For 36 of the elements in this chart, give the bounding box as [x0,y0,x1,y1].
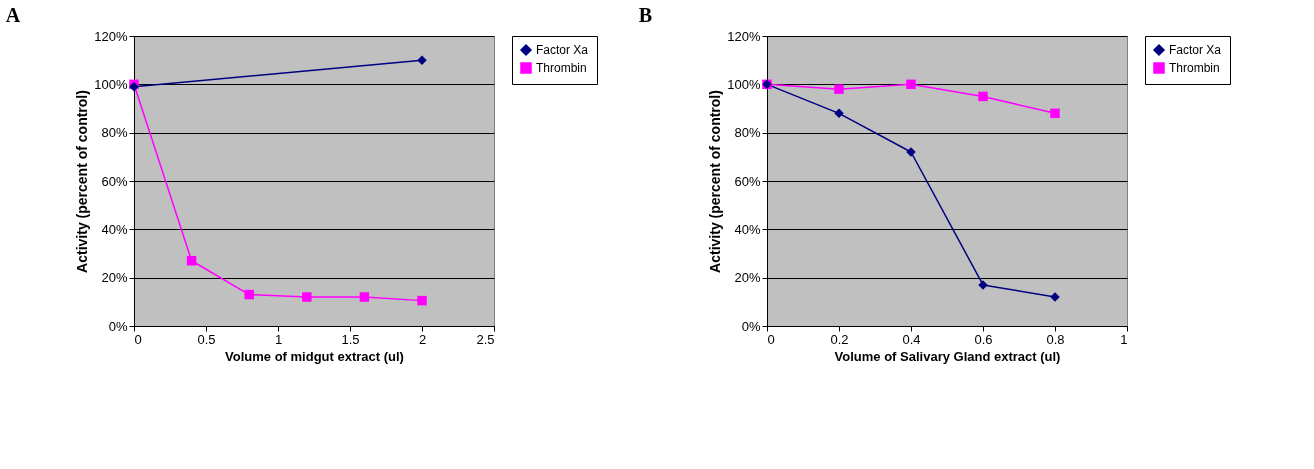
y-tick-label: 120% [727,28,761,44]
x-tick-label: 0.2 [830,331,849,347]
x-tick-label: 2 [418,331,427,347]
chart-title: A [5,4,21,26]
x-tick-label: 1.5 [341,331,360,347]
y-tick-label: 60% [734,173,761,189]
legend-label: Factor Xa [536,43,589,57]
y-axis-title: Activity (percent of control) [74,90,91,273]
legend-label: Thrombin [536,61,587,75]
x-tick-label: 0 [134,331,142,347]
y-axis-title: Activity (percent of control) [707,90,724,273]
x-tick-label: 0.8 [1046,331,1065,347]
x-tick-label: 0.5 [197,331,216,347]
x-tick-label: 0 [767,331,775,347]
x-tick-label: 0.6 [974,331,993,347]
y-tick-label: 0% [741,318,761,334]
y-tick-label: 80% [101,125,128,141]
x-tick-label: 0.4 [902,331,921,347]
y-tick-label: 100% [727,76,761,92]
y-tick-label: 100% [94,76,128,92]
y-tick-label: 20% [101,270,128,286]
x-tick-label: 1 [1120,331,1128,347]
chart-title: B [638,4,653,26]
y-tick-label: 0% [108,318,128,334]
legend-label: Factor Xa [1169,43,1222,57]
x-tick-label: 1 [274,331,283,347]
y-tick-label: 120% [94,28,128,44]
y-tick-label: 40% [101,221,128,237]
y-tick-label: 40% [734,221,761,237]
legend-label: Thrombin [1169,61,1220,75]
x-tick-label: 2.5 [476,331,495,347]
y-tick-label: 80% [734,125,761,141]
y-tick-label: 20% [734,270,761,286]
y-tick-label: 60% [101,173,128,189]
x-axis-title: Volume of midgut extract (ul) [225,348,404,364]
x-axis-title: Volume of Salivary Gland extract (ul) [834,348,1061,364]
